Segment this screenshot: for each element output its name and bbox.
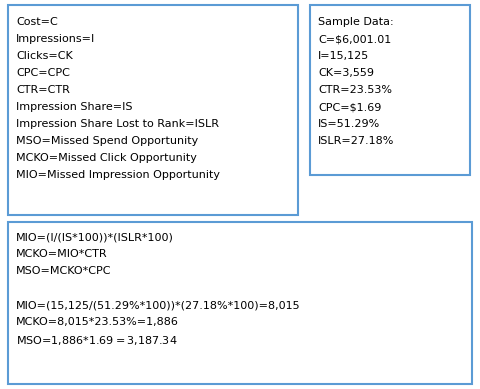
Text: CPC=$1.69: CPC=$1.69 bbox=[318, 102, 382, 112]
Text: Clicks=CK: Clicks=CK bbox=[16, 51, 73, 61]
Text: Sample Data:: Sample Data: bbox=[318, 17, 394, 27]
Bar bbox=[310, 5, 470, 175]
Text: MIO=(I/(IS*100))*(ISLR*100): MIO=(I/(IS*100))*(ISLR*100) bbox=[16, 232, 174, 242]
Text: Impression Share=IS: Impression Share=IS bbox=[16, 102, 132, 112]
Text: MCKO=MIO*CTR: MCKO=MIO*CTR bbox=[16, 249, 108, 259]
Text: I=15,125: I=15,125 bbox=[318, 51, 369, 61]
Text: MSO=MCKO*CPC: MSO=MCKO*CPC bbox=[16, 266, 111, 276]
Text: IS=51.29%: IS=51.29% bbox=[318, 119, 380, 129]
Text: Cost=C: Cost=C bbox=[16, 17, 58, 27]
Text: CK=3,559: CK=3,559 bbox=[318, 68, 374, 78]
Text: CTR=23.53%: CTR=23.53% bbox=[318, 85, 392, 95]
Text: MCKO=8,015*23.53%=1,886: MCKO=8,015*23.53%=1,886 bbox=[16, 317, 179, 327]
Text: MSO=Missed Spend Opportunity: MSO=Missed Spend Opportunity bbox=[16, 136, 198, 146]
Text: C=$6,001.01: C=$6,001.01 bbox=[318, 34, 391, 44]
Text: CPC=CPC: CPC=CPC bbox=[16, 68, 70, 78]
Text: MIO=(15,125/(51.29%*100))*(27.18%*100)=8,015: MIO=(15,125/(51.29%*100))*(27.18%*100)=8… bbox=[16, 300, 300, 310]
Text: MSO=1,886*$1.69=$3,187.34: MSO=1,886*$1.69=$3,187.34 bbox=[16, 334, 178, 347]
Text: MIO=Missed Impression Opportunity: MIO=Missed Impression Opportunity bbox=[16, 170, 220, 180]
Bar bbox=[8, 222, 472, 384]
Text: MCKO=Missed Click Opportunity: MCKO=Missed Click Opportunity bbox=[16, 153, 197, 163]
Text: CTR=CTR: CTR=CTR bbox=[16, 85, 70, 95]
Text: Impression Share Lost to Rank=ISLR: Impression Share Lost to Rank=ISLR bbox=[16, 119, 219, 129]
Bar bbox=[8, 5, 298, 215]
Text: ISLR=27.18%: ISLR=27.18% bbox=[318, 136, 395, 146]
Text: Impressions=I: Impressions=I bbox=[16, 34, 95, 44]
